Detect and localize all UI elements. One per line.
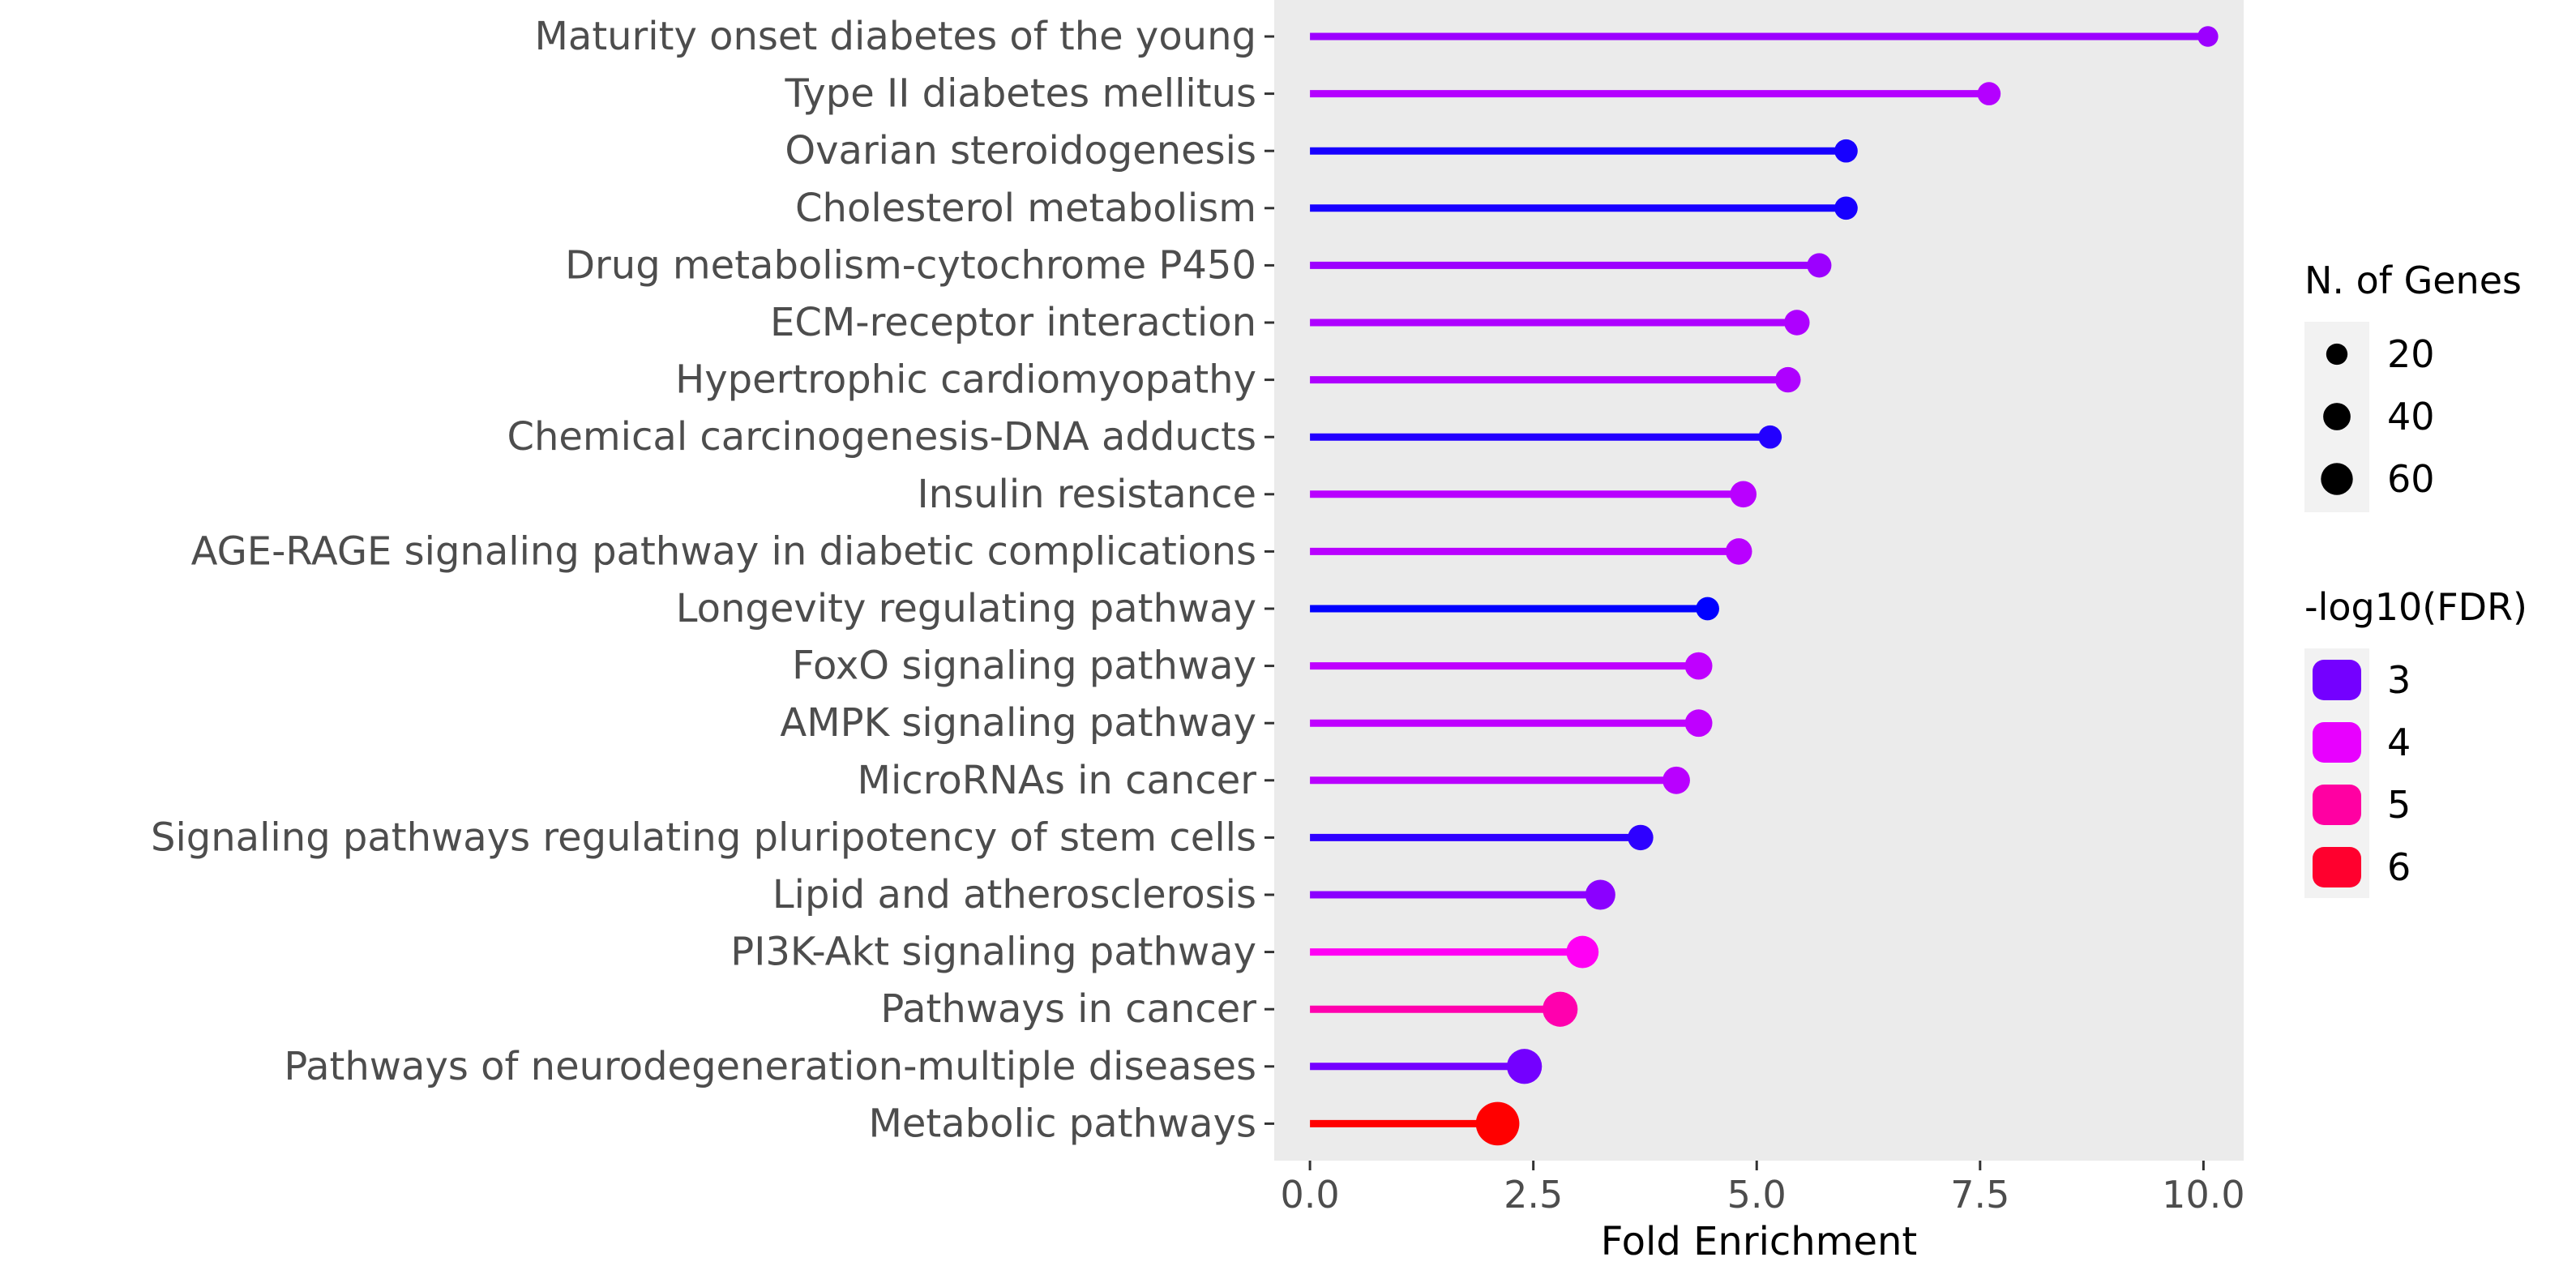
lollipop-series	[1310, 26, 2219, 1146]
category-label: Maturity onset diabetes of the young	[534, 14, 1256, 59]
color-legend-key	[2313, 847, 2361, 887]
category-label: MicroRNAs in cancer	[858, 758, 1257, 803]
size-legend-key	[2323, 403, 2351, 430]
category-label: Lipid and atherosclerosis	[772, 872, 1256, 917]
color-legend-label: 5	[2387, 783, 2411, 827]
category-label: Pathways of neurodegeneration-multiple d…	[284, 1044, 1256, 1089]
x-tick-label: 0.0	[1281, 1173, 1340, 1217]
lollipop-point	[1834, 139, 1858, 163]
x-axis: 0.0 2.5 5.0 7.5 10.0	[1281, 1161, 2245, 1217]
lollipop-point	[1684, 652, 1713, 680]
size-legend: N. of Genes 20 40 60	[2304, 259, 2522, 512]
category-label: PI3K-Akt signaling pathway	[730, 930, 1256, 975]
category-label: Longevity regulating pathway	[676, 586, 1256, 631]
panel-background	[1274, 0, 2244, 1161]
category-label: Insulin resistance	[918, 472, 1257, 517]
color-legend-key	[2313, 660, 2361, 700]
color-legend-title: -log10(FDR)	[2304, 585, 2527, 629]
category-label: Pathways in cancer	[880, 986, 1256, 1032]
lollipop-point	[1585, 879, 1615, 910]
lollipop-point	[1684, 709, 1713, 738]
x-axis-title: Fold Enrichment	[1601, 1219, 1918, 1264]
x-tick-label: 10.0	[2162, 1173, 2244, 1217]
lollipop-point	[1507, 1049, 1543, 1084]
category-label: Cholesterol metabolism	[795, 186, 1256, 231]
lollipop-point	[1566, 935, 1599, 969]
category-label: AGE-RAGE signaling pathway in diabetic c…	[191, 528, 1256, 574]
category-label: Signaling pathways regulating pluripoten…	[151, 815, 1256, 860]
color-legend-label: 6	[2387, 845, 2411, 889]
lollipop-point	[1725, 538, 1752, 565]
x-tick-label: 2.5	[1504, 1173, 1563, 1217]
size-legend-label: 60	[2387, 457, 2435, 501]
category-label: Ovarian steroidogenesis	[785, 128, 1256, 173]
color-legend-key	[2313, 722, 2361, 763]
category-axis: Maturity onset diabetes of the young Type…	[151, 14, 1274, 1146]
lollipop-point	[1475, 1101, 1520, 1146]
category-label: AMPK signaling pathway	[780, 700, 1256, 746]
lollipop-point	[1696, 597, 1719, 621]
size-legend-label: 20	[2387, 332, 2435, 376]
color-legend: -log10(FDR) 3 4 5 6	[2304, 585, 2527, 898]
lollipop-point	[1775, 366, 1801, 393]
lollipop-point	[1730, 481, 1757, 508]
lollipop-point	[1834, 196, 1858, 220]
lollipop-point	[1758, 425, 1782, 449]
color-legend-label: 4	[2387, 721, 2411, 764]
lollipop-point	[1628, 824, 1654, 851]
category-label: Metabolic pathways	[868, 1101, 1256, 1146]
lollipop-point	[1662, 766, 1690, 794]
lollipop-point	[1807, 253, 1832, 278]
lollipop-point	[1977, 82, 2001, 105]
category-label: Type II diabetes mellitus	[785, 71, 1256, 117]
lollipop-point	[2197, 26, 2219, 47]
lollipop-point	[1543, 991, 1578, 1027]
color-legend-label: 3	[2387, 658, 2411, 702]
color-legend-key	[2313, 785, 2361, 825]
category-label: Hypertrophic cardiomyopathy	[675, 357, 1256, 403]
category-label: ECM-receptor interaction	[770, 300, 1256, 345]
category-label: Drug metabolism-cytochrome P450	[565, 242, 1256, 288]
category-label: Chemical carcinogenesis-DNA adducts	[507, 414, 1256, 460]
size-legend-key	[2326, 343, 2348, 366]
size-legend-title: N. of Genes	[2304, 259, 2522, 302]
size-legend-key	[2321, 463, 2353, 495]
x-tick-label: 7.5	[1950, 1173, 2009, 1217]
lollipop-point	[1784, 310, 1810, 336]
x-tick-label: 5.0	[1727, 1173, 1787, 1217]
category-label: FoxO signaling pathway	[792, 644, 1256, 689]
size-legend-label: 40	[2387, 395, 2435, 438]
